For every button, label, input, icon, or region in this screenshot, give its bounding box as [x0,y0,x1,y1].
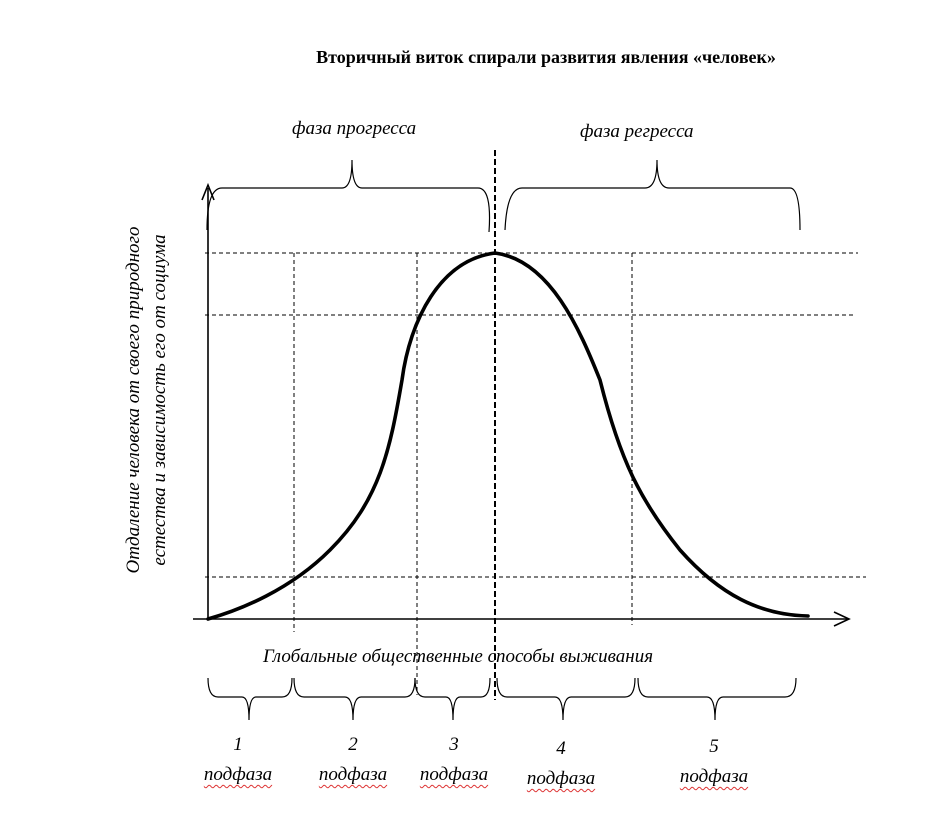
subphase-number: 4 [556,738,566,759]
subphase-word: подфаза [679,766,749,787]
phase-progress-label: фаза прогресса [292,118,417,139]
x-axis-label: Глобальные общественные способы выживани… [263,646,654,667]
subphase-2-label: 2 подфаза [310,730,396,790]
subphase-word: подфаза [419,764,489,785]
subphase-number: 5 [709,736,719,757]
subphase-5-label: 5 подфаза [671,732,757,792]
subphase-number: 1 [233,734,243,755]
diagram-title: Вторичный виток спирали развития явления… [316,47,776,67]
subphase-word: подфаза [203,764,273,785]
brace-progress [206,159,491,233]
phase-regress-label: фаза регресса [580,121,694,142]
subphase-number: 3 [449,734,459,755]
brace-subphase-3 [414,677,491,721]
subphase-number: 2 [348,734,358,755]
development-curve [206,251,810,621]
axes [193,182,851,627]
brace-subphase-4 [496,677,636,721]
subphase-braces [207,677,797,721]
brace-subphase-1 [207,677,293,721]
subphase-word: подфаза [526,768,596,789]
brace-subphase-2 [293,677,416,721]
brace-regress [504,159,801,231]
phase-braces [206,159,801,233]
brace-subphase-5 [637,677,797,721]
subphase-4-label: 4 подфаза [518,734,604,794]
subphase-3-label: 3 подфаза [411,730,497,790]
x-axis-arrow [833,611,851,627]
subphase-1-label: 1 подфаза [195,730,281,790]
guide-lines [205,252,866,695]
subphase-word: подфаза [318,764,388,785]
